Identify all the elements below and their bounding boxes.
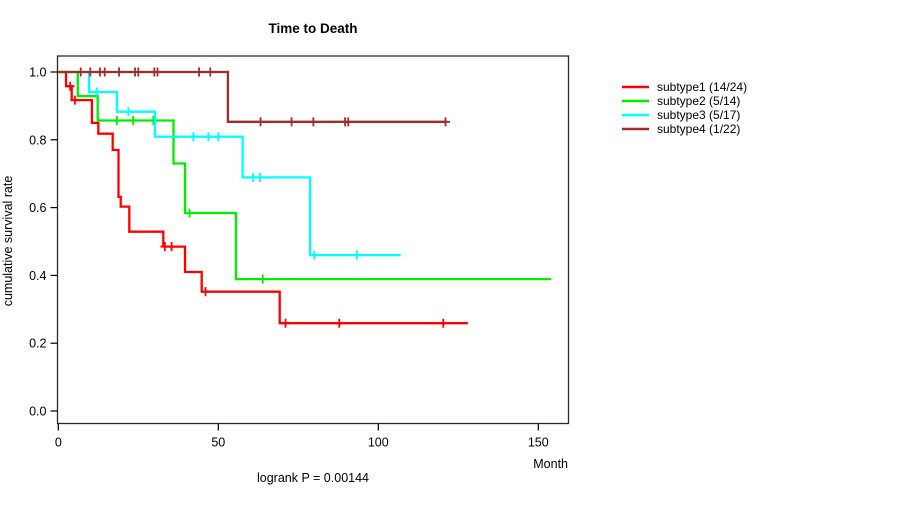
y-tick-label: 0.2 xyxy=(29,337,46,351)
legend-label-subtype1: subtype1 (14/24) xyxy=(657,80,747,94)
y-tick-label: 0.4 xyxy=(29,269,46,283)
x-tick-label: 50 xyxy=(211,436,225,450)
survival-curve-4 xyxy=(58,70,447,123)
legend: subtype1 (14/24) subtype2 (5/14) subtype… xyxy=(657,80,747,136)
legend-label-subtype3: subtype3 (5/17) xyxy=(657,108,740,122)
logrank-annotation: logrank P = 0.00144 xyxy=(257,471,369,485)
chart-title: Time to Death xyxy=(268,21,357,36)
survival-curve-2 xyxy=(58,70,552,281)
legend-label-subtype4: subtype4 (1/22) xyxy=(657,122,740,136)
plot-dynamic-layer: 0 50 100 150 0.0 0.2 0.4 0.6 0.8 1.0 xyxy=(29,66,649,450)
y-axis-label: cumulative survival rate xyxy=(1,176,15,307)
y-tick-label: 0.8 xyxy=(29,133,46,147)
y-tick-label: 0.6 xyxy=(29,201,46,215)
plot-box xyxy=(56,55,570,425)
x-axis-label: Month xyxy=(533,457,568,471)
survival-curve-3 xyxy=(58,70,401,257)
y-tick-label: 1.0 xyxy=(29,66,46,80)
legend-label-subtype2: subtype2 (5/14) xyxy=(657,94,740,108)
survival-curve-1 xyxy=(58,70,468,325)
x-tick-label: 0 xyxy=(55,436,62,450)
x-tick-label: 150 xyxy=(528,436,549,450)
y-tick-label: 0.0 xyxy=(29,405,46,419)
x-tick-label: 100 xyxy=(368,436,389,450)
